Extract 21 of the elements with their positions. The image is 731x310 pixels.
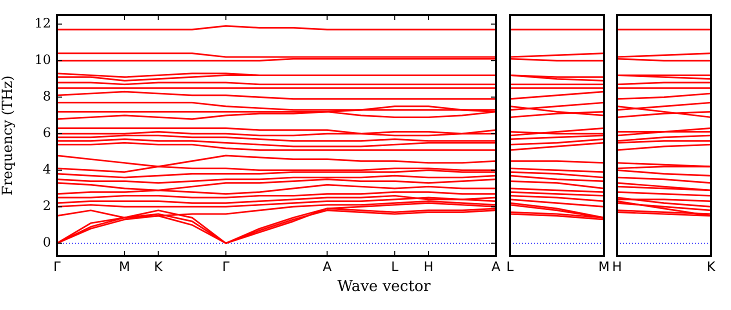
y-tick-label: 4 xyxy=(42,162,51,178)
x-tick-label: H xyxy=(424,260,434,276)
x-tick-label: M xyxy=(118,260,130,276)
y-axis-title: Frequency (THz) xyxy=(0,75,16,196)
y-tick-label: 10 xyxy=(34,53,51,68)
x-tick-label: K xyxy=(706,260,716,276)
y-tick-label: 0 xyxy=(42,236,51,251)
x-tick-label: H xyxy=(612,260,622,276)
y-tick-label: 6 xyxy=(42,126,51,142)
x-tick-label: Γ xyxy=(222,260,230,276)
x-tick-label: K xyxy=(154,260,164,276)
x-tick-label: Γ xyxy=(53,260,62,276)
x-tick-label: L xyxy=(391,260,400,276)
y-tick-label: 2 xyxy=(42,199,51,214)
x-tick-label: M xyxy=(598,260,610,276)
x-tick-label: A xyxy=(492,260,501,276)
y-tick-label: 8 xyxy=(42,90,51,105)
x-axis-title: Wave vector xyxy=(336,277,432,295)
x-tick-label: L xyxy=(506,260,514,276)
x-tick-label: A xyxy=(322,260,332,276)
y-tick-label: 12 xyxy=(34,16,51,32)
